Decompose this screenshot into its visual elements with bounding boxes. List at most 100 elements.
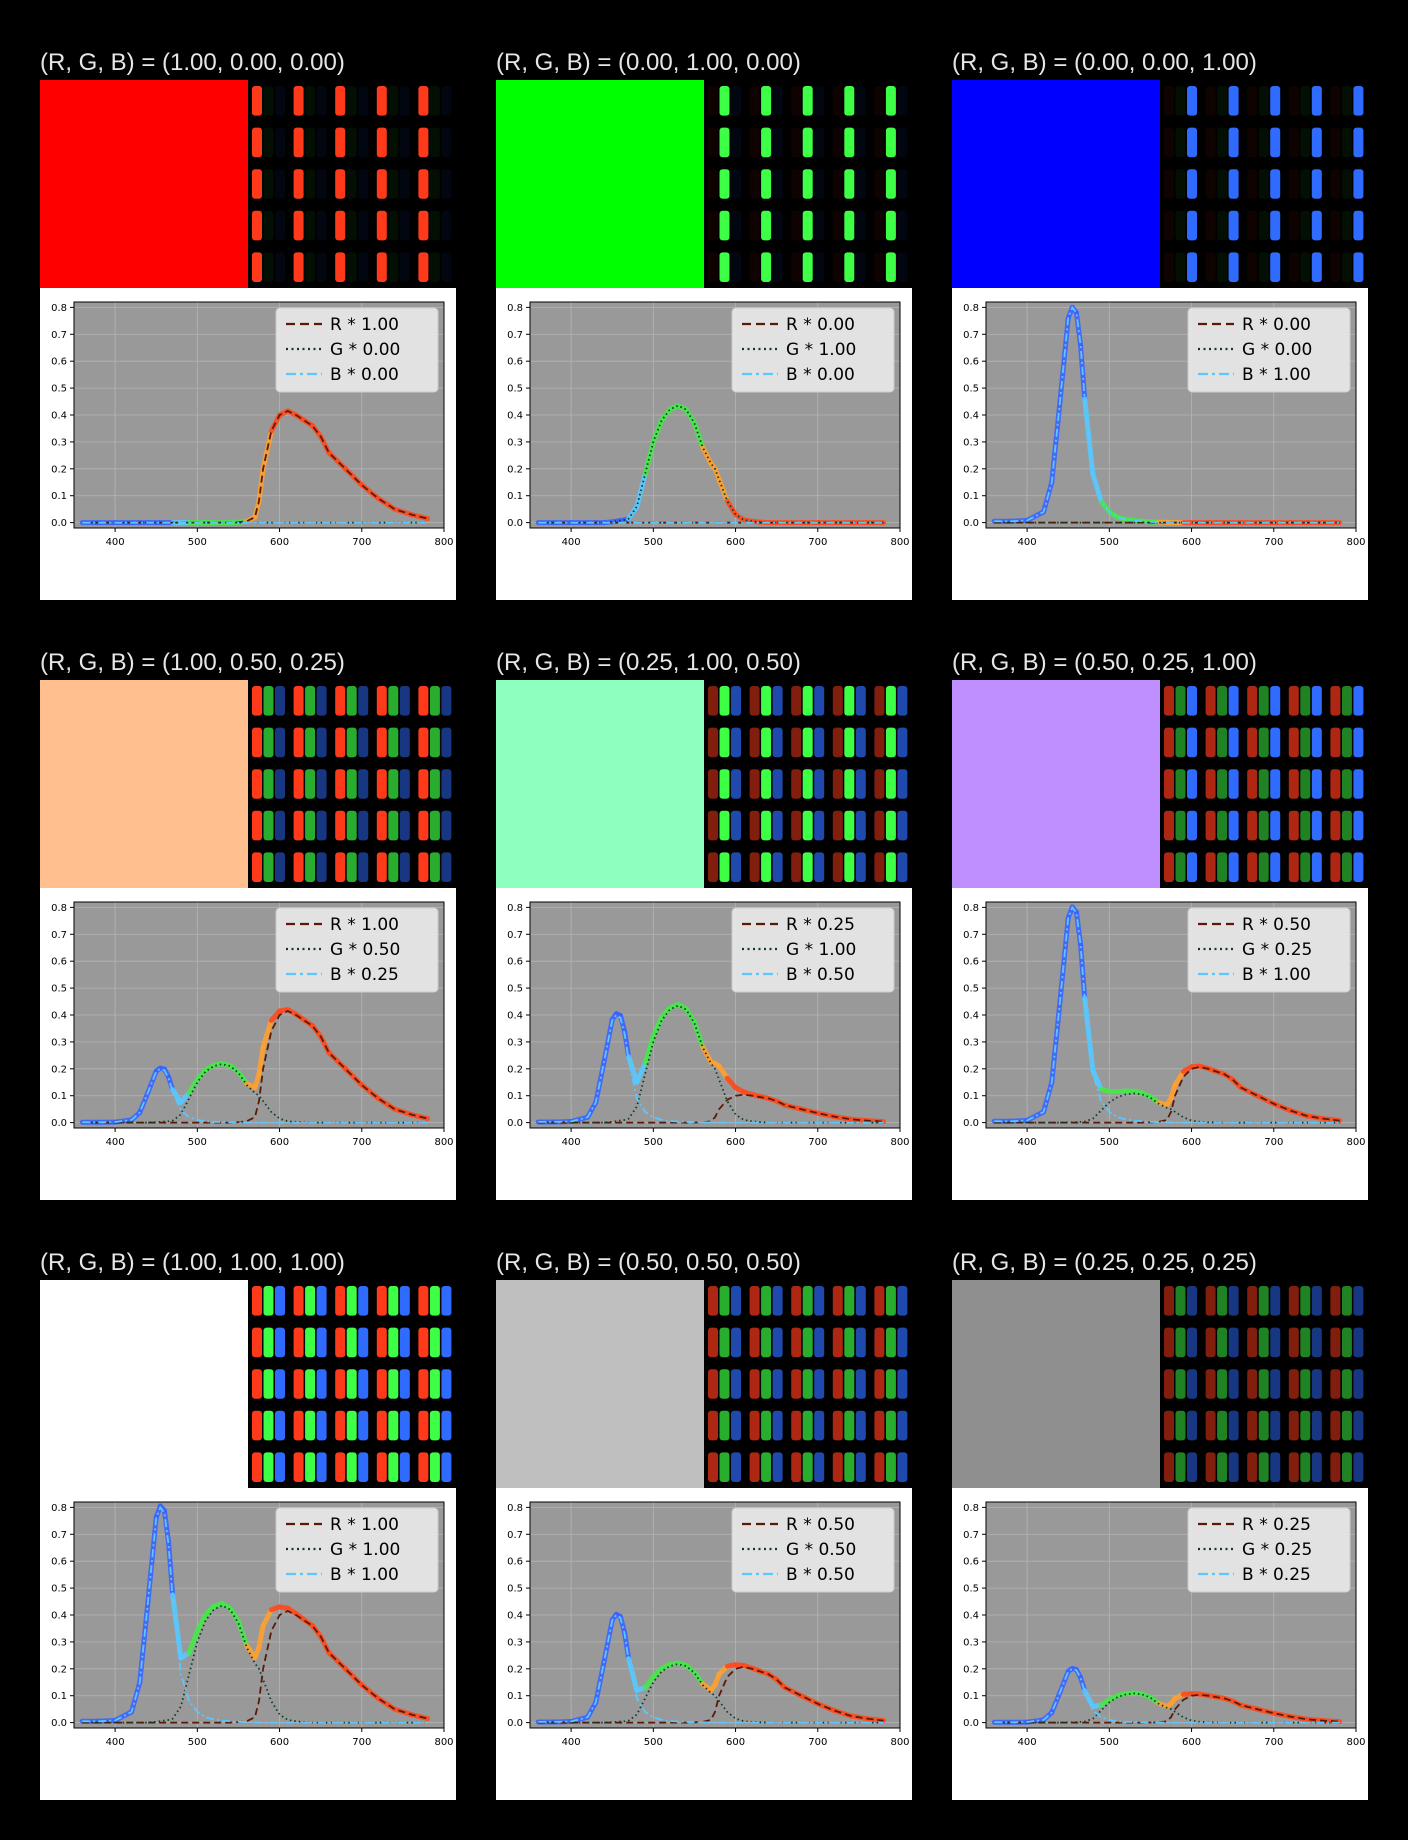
- y-tick-label: 0.2: [963, 464, 979, 475]
- subpixel-blue: [1187, 1452, 1197, 1482]
- subpixel-green: [844, 1410, 855, 1441]
- subpixel-blue: [772, 1410, 783, 1441]
- subpixel-red: [749, 1369, 760, 1399]
- spectrum-chart: 400 500 600 700 800 0.0 0.1 0.2 0.3 0.4 0.5 0.6 0.7 0…: [952, 888, 1368, 1200]
- panel-title: (R, G, B) = (0.50, 0.50, 0.50): [496, 1249, 801, 1276]
- subpixel-blue: [316, 1369, 327, 1399]
- subpixel-green: [388, 127, 399, 158]
- subpixel-blue: [316, 169, 327, 199]
- subpixel-red: [1247, 86, 1258, 116]
- subpixel-blue: [1270, 727, 1281, 758]
- legend-label: R * 1.00: [330, 1515, 399, 1535]
- subpixel-green: [1175, 169, 1186, 199]
- x-tick-label: 500: [1100, 537, 1119, 548]
- subpixel-red: [1205, 127, 1216, 158]
- legend: R * 0.25 G * 0.25 B * 0.25: [1187, 1507, 1351, 1593]
- subpixel-green: [885, 1452, 896, 1482]
- subpixel-red: [749, 210, 760, 241]
- subpixel-blue: [855, 210, 866, 241]
- subpixel-blue: [441, 686, 452, 716]
- subpixel-blue: [316, 210, 327, 241]
- subpixel-red: [418, 1327, 429, 1358]
- subpixel-green: [844, 210, 855, 241]
- y-tick-label: 0.7: [963, 330, 979, 341]
- x-tick-label: 800: [890, 1137, 909, 1148]
- subpixel-red: [1330, 1286, 1341, 1316]
- legend-label: G * 1.00: [330, 1540, 400, 1560]
- subpixel-green: [885, 1286, 896, 1316]
- subpixel-green: [802, 127, 813, 158]
- y-tick-label: 0.7: [51, 330, 67, 341]
- subpixel-blue: [1228, 769, 1239, 799]
- subpixel-blue: [897, 686, 908, 716]
- subpixel-green: [761, 210, 772, 241]
- subpixel-red: [376, 1369, 387, 1399]
- y-tick-label: 0.0: [51, 1718, 67, 1729]
- x-tick-label: 500: [1100, 1137, 1119, 1148]
- legend-label: R * 1.00: [330, 915, 399, 935]
- subpixel-green: [1175, 127, 1186, 158]
- x-tick-label: 700: [808, 1737, 827, 1748]
- subpixel-green: [1258, 769, 1269, 799]
- subpixel-green: [885, 810, 896, 841]
- x-tick-label: 700: [1264, 1137, 1283, 1148]
- y-tick-label: 0.3: [51, 437, 67, 448]
- subpixel-blue: [814, 169, 825, 199]
- subpixel-red: [293, 1410, 304, 1441]
- color-panel: (R, G, B) = (0.50, 0.50, 0.50) 400 500 600 7…: [496, 1246, 912, 1800]
- axes-frame: [73, 1501, 445, 1729]
- x-tick-label: 700: [1264, 537, 1283, 548]
- subpixel-red: [874, 210, 885, 241]
- subpixel-blue: [441, 1410, 452, 1441]
- legend-label: B * 1.00: [330, 1565, 399, 1585]
- subpixel-green: [1175, 1327, 1186, 1358]
- subpixel-red: [791, 1452, 802, 1482]
- subpixel-green: [263, 852, 274, 882]
- subpixel-blue: [897, 127, 908, 158]
- subpixel-green: [761, 1286, 772, 1316]
- subpixel-red: [1288, 86, 1299, 116]
- subpixel-blue: [855, 1452, 866, 1482]
- subpixel-green: [802, 210, 813, 241]
- subpixel-blue: [897, 86, 908, 116]
- subpixel-green: [429, 127, 440, 158]
- subpixel-red: [335, 1286, 346, 1316]
- subpixel-green: [1341, 686, 1352, 716]
- subpixel-blue: [814, 86, 825, 116]
- subpixel-green: [885, 852, 896, 882]
- subpixel-blue: [1187, 810, 1197, 841]
- subpixel-blue: [772, 1369, 783, 1399]
- subpixel-red: [708, 1410, 718, 1441]
- subpixel-blue: [316, 1327, 327, 1358]
- subpixel-grid: [248, 680, 456, 888]
- x-tick-label: 600: [270, 537, 289, 548]
- subpixel-blue: [772, 1286, 783, 1316]
- axes-frame: [529, 901, 901, 1129]
- subpixel-red: [1330, 127, 1341, 158]
- subpixel-photo: [704, 1280, 912, 1488]
- color-swatch: [496, 1280, 704, 1488]
- legend-label: G * 0.25: [1242, 1540, 1312, 1560]
- y-tick-label: 0.2: [51, 464, 67, 475]
- subpixel-green: [761, 1369, 772, 1399]
- subpixel-red: [1205, 1369, 1216, 1399]
- subpixel-green: [1217, 1327, 1228, 1358]
- spectrum-svg: 400 500 600 700 800 0.0 0.1 0.2 0.3 0.4 0.5 0.6 0.7 0…: [952, 1488, 1368, 1800]
- subpixel-red: [749, 86, 760, 116]
- color-swatch: [496, 680, 704, 888]
- subpixel-red: [1164, 852, 1174, 882]
- subpixel-blue: [897, 1410, 908, 1441]
- y-tick-label: 0.0: [51, 518, 67, 529]
- color-swatch: [952, 1280, 1160, 1488]
- y-tick-label: 0.2: [507, 1664, 523, 1675]
- subpixel-blue: [1353, 1286, 1364, 1316]
- subpixel-blue: [399, 727, 410, 758]
- subpixel-blue: [814, 127, 825, 158]
- subpixel-red: [293, 169, 304, 199]
- subpixel-blue: [1270, 810, 1281, 841]
- subpixel-red: [1205, 686, 1216, 716]
- subpixel-blue: [316, 252, 327, 282]
- subpixel-green: [802, 252, 813, 282]
- y-tick-label: 0.1: [51, 491, 67, 502]
- subpixel-blue: [731, 1369, 741, 1399]
